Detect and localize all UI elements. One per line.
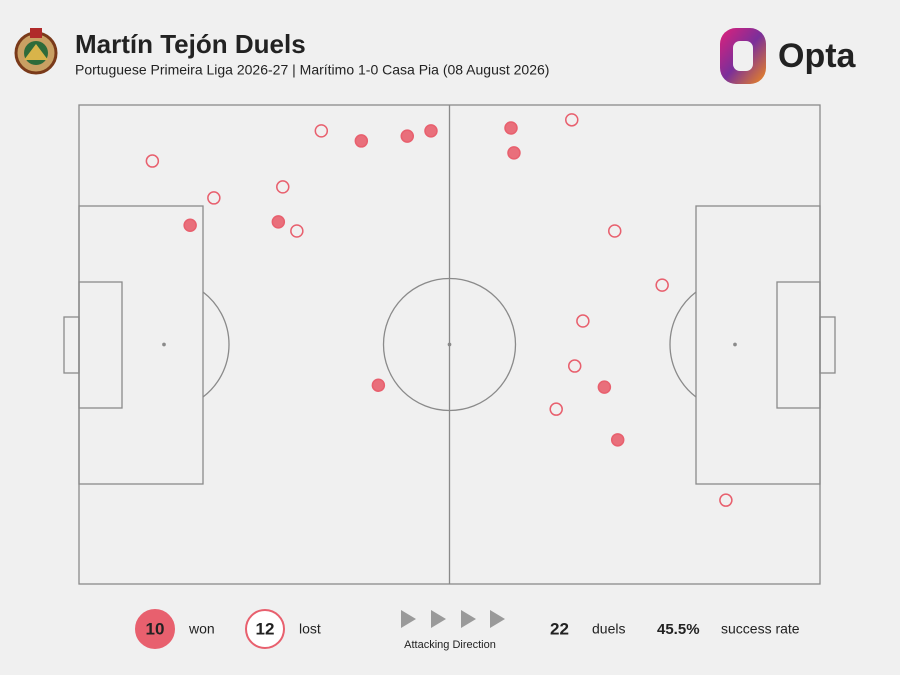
duel-point: [276, 180, 290, 194]
duel-point: [183, 218, 197, 232]
duel-point: [371, 378, 386, 392]
duel-point: [504, 121, 518, 135]
duel-point: [655, 278, 669, 292]
duel-point: [507, 146, 521, 160]
brand: Opta: [778, 37, 857, 75]
duel-point: [207, 191, 221, 205]
duel-point: [424, 124, 438, 138]
legend-count: 12: [256, 619, 275, 638]
success-rate-text: success rate: [721, 621, 800, 637]
duel-point: [549, 402, 563, 416]
duel-point: [719, 493, 733, 507]
title: Martín Tejón Duels: [75, 29, 306, 59]
duel-point: [400, 129, 415, 143]
subtitle: Portuguese Primeira Liga 2026-27 | Marít…: [75, 62, 549, 78]
legend-circle: [245, 609, 285, 649]
legend-count: 10: [146, 619, 165, 638]
duel-point: [314, 124, 329, 138]
duel-point: [610, 433, 625, 447]
duel-point: [271, 215, 286, 229]
opta-logo: [720, 28, 766, 84]
total: 22: [550, 619, 569, 638]
legend-label: won: [188, 621, 215, 637]
duel-point: [576, 314, 590, 328]
duel-point: [567, 359, 582, 373]
duel-point: [597, 380, 612, 394]
total-label: duels: [592, 621, 625, 637]
legend-circle: [135, 609, 175, 649]
legend-label: lost: [299, 621, 321, 637]
pitch: [63, 104, 836, 585]
direction-arrows: [401, 610, 505, 628]
duel-point: [145, 154, 160, 168]
duel-point: [607, 224, 622, 238]
duel-point: [354, 134, 369, 148]
duel-point: [565, 113, 579, 127]
success-rate: 45.5%: [657, 621, 700, 638]
duel-point: [290, 224, 304, 238]
club-crest: [14, 28, 58, 75]
direction-label: Attacking Direction: [404, 639, 496, 651]
